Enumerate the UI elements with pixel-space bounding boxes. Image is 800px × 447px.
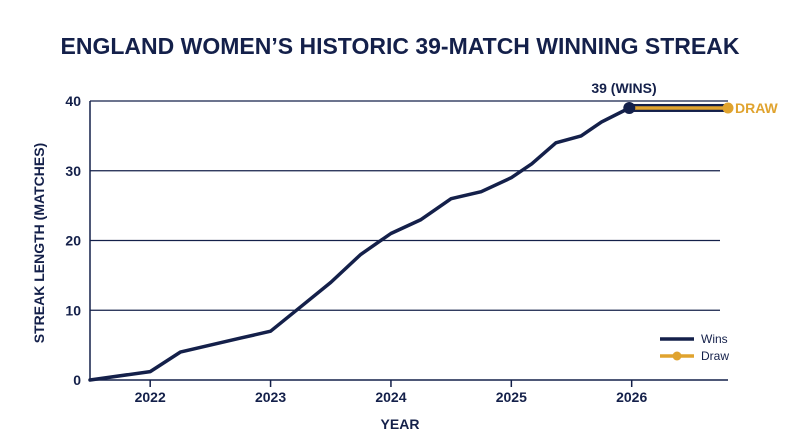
gridlines (90, 100, 728, 311)
annotation-wins: 39 (WINS) (591, 80, 656, 96)
axes (89, 101, 728, 387)
x-tick-label: 2025 (496, 389, 527, 405)
x-axis-title: YEAR (381, 416, 420, 432)
chart-title: ENGLAND WOMEN’S HISTORIC 39-MATCH WINNIN… (61, 33, 740, 59)
x-tick-label: 2022 (135, 389, 166, 405)
x-tick-label: 2026 (616, 389, 647, 405)
y-tick-label: 40 (65, 93, 81, 109)
y-tick-label: 20 (65, 233, 81, 249)
point-wins-39 (623, 101, 636, 114)
y-tick-label: 0 (73, 372, 81, 388)
legend: Wins Draw (660, 332, 729, 363)
legend-draw-label: Draw (701, 349, 729, 363)
legend-wins-label: Wins (701, 332, 728, 346)
y-tick-labels: 0 10 20 30 40 (65, 93, 81, 388)
y-axis-title: STREAK LENGTH (MATCHES) (31, 143, 47, 343)
y-tick-label: 30 (65, 163, 81, 179)
x-tick-labels: 2022 2023 2024 2025 2026 (135, 389, 648, 405)
data-markers (623, 101, 734, 114)
x-tick-label: 2023 (255, 389, 286, 405)
series-line-wins (88, 106, 632, 382)
legend-draw-marker (672, 351, 682, 361)
point-draw (722, 102, 734, 114)
annotation-draw: DRAW (735, 100, 779, 116)
y-tick-label: 10 (65, 302, 81, 318)
series-lines (88, 103, 728, 382)
x-tick-label: 2024 (375, 389, 406, 405)
